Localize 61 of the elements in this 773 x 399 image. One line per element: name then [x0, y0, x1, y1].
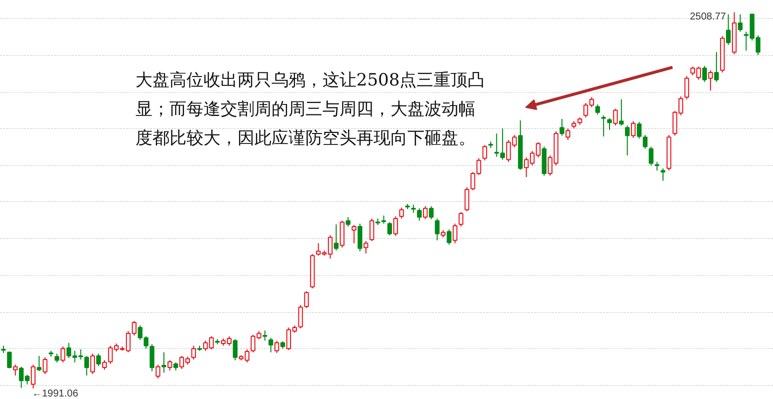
candlestick [566, 128, 570, 141]
candlestick [60, 346, 66, 363]
candlestick [150, 344, 154, 372]
candlestick [42, 356, 48, 375]
candlestick [352, 224, 356, 244]
candlestick [393, 216, 398, 236]
candlestick [452, 223, 458, 244]
candlestick [358, 223, 362, 252]
annotation: ←1991.06 [32, 388, 79, 399]
candlestick [304, 290, 309, 308]
candlestick [36, 355, 42, 372]
candlestick [702, 65, 707, 82]
candlestick [13, 364, 18, 376]
candlestick [619, 98, 624, 126]
candlestick [560, 118, 564, 136]
candlestick [370, 218, 374, 242]
candlestick [624, 125, 630, 156]
candlestick [636, 121, 642, 140]
candlestick [446, 228, 452, 246]
candlestick [156, 364, 160, 379]
candlestick [613, 108, 618, 126]
candlestick [399, 207, 404, 220]
candlestick [191, 345, 196, 360]
candlestick [738, 14, 743, 32]
candlestick [417, 208, 422, 222]
candlestick [684, 76, 690, 100]
candlestick [630, 120, 636, 138]
candlestick [726, 14, 731, 46]
candlestick [458, 211, 464, 228]
candlestick [464, 186, 470, 212]
candlestick [90, 353, 95, 375]
candlestick [660, 168, 666, 182]
candlestick [232, 338, 238, 361]
candlestick [482, 144, 488, 161]
candlestick [162, 352, 166, 374]
candlestick [96, 353, 101, 367]
candlestick [601, 114, 606, 137]
candlestick [708, 70, 713, 92]
candlestick [364, 240, 368, 254]
candlestick [334, 224, 339, 252]
candlestick [648, 146, 654, 166]
candlestick [387, 222, 392, 236]
candlestick [102, 360, 107, 370]
candlestick [642, 134, 648, 150]
candlestick [298, 304, 303, 329]
candlestick [607, 118, 612, 130]
candlestick [274, 340, 280, 354]
candlestick [346, 216, 350, 228]
candlestick [7, 351, 12, 369]
annotation: 2508.77 [690, 11, 726, 22]
candlestick [595, 104, 600, 116]
candlestick [434, 218, 440, 241]
candlestick [340, 220, 344, 248]
candlestick [422, 206, 428, 220]
annotation: 大盘高位收出两只乌鸦，这让2508点三重顶凸显；而每逢交割周的周三与周四，大盘波动幅度都比较大，因此应谨防空头再现向下砸盘。 [135, 70, 485, 148]
candlestick [167, 360, 172, 371]
candlestick [428, 206, 434, 220]
candlestick [714, 52, 719, 82]
candlestick [268, 337, 274, 353]
candlestick [262, 330, 268, 342]
candlestick [84, 355, 89, 376]
